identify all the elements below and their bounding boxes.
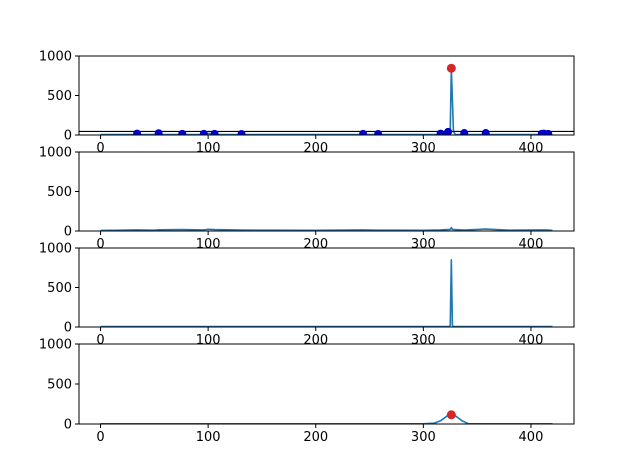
subplot-1: 0 500 1000 0 100 200 300 400 — [39, 50, 575, 156]
plot-area — [100, 259, 553, 327]
x-tick-label: 100 — [196, 430, 221, 445]
y-tick-label: 0 — [64, 418, 72, 433]
peak-marker — [133, 129, 142, 135]
y-tick-label: 0 — [64, 225, 72, 240]
x-tick-label: 100 — [196, 333, 221, 348]
peak-marker — [359, 129, 368, 135]
peak-marker — [199, 129, 208, 135]
y-tick-label: 500 — [47, 378, 72, 393]
x-tick-label: 400 — [519, 237, 544, 252]
series-line — [100, 259, 553, 327]
peak-marker — [544, 129, 553, 135]
axes-frame — [78, 55, 575, 136]
y-tick-label: 1000 — [39, 146, 72, 161]
max-marker — [446, 410, 456, 420]
axes-frame — [78, 247, 575, 328]
peak-marker — [154, 129, 163, 135]
peak-marker — [237, 130, 246, 135]
peak-marker — [374, 130, 383, 135]
axes-frame — [78, 343, 575, 425]
max-marker — [446, 63, 456, 73]
x-tick-label: 0 — [96, 141, 104, 156]
x-tick-label: 200 — [303, 333, 328, 348]
x-tick-label: 0 — [96, 237, 104, 252]
y-tick-label: 500 — [47, 185, 72, 200]
series-line — [100, 67, 553, 135]
x-tick-label: 0 — [96, 430, 104, 445]
x-tick-label: 300 — [411, 333, 436, 348]
subplot-2: 0 500 1000 0 100 200 300 400 — [39, 146, 575, 252]
x-tick-label: 100 — [196, 141, 221, 156]
y-tick-label: 1000 — [39, 338, 72, 353]
x-tick-label: 100 — [196, 237, 221, 252]
series-line — [100, 414, 553, 424]
y-tick-label: 500 — [47, 281, 72, 296]
subplot-3: 0 500 1000 0 100 200 300 400 — [39, 242, 575, 348]
peak-marker — [178, 129, 187, 135]
y-tick-label: 0 — [64, 129, 72, 144]
plot-area — [79, 63, 574, 135]
x-tick-label: 300 — [411, 141, 436, 156]
x-tick-label: 200 — [303, 141, 328, 156]
plot-area — [100, 410, 553, 424]
y-tick-label: 1000 — [39, 50, 72, 65]
x-tick-label: 0 — [96, 333, 104, 348]
peak-marker — [436, 129, 445, 135]
peak-marker — [460, 129, 469, 135]
x-tick-label: 400 — [519, 333, 544, 348]
peak-marker — [481, 129, 490, 135]
series-line — [100, 226, 553, 231]
x-tick-label: 200 — [303, 430, 328, 445]
x-tick-label: 400 — [519, 141, 544, 156]
subplot-4: 0 500 1000 0 100 200 300 400 — [39, 338, 575, 445]
x-tick-label: 300 — [411, 430, 436, 445]
x-tick-label: 400 — [519, 430, 544, 445]
peak-marker — [444, 127, 453, 135]
y-tick-label: 0 — [64, 321, 72, 336]
y-tick-label: 1000 — [39, 242, 72, 257]
x-tick-label: 200 — [303, 237, 328, 252]
y-tick-label: 500 — [47, 89, 72, 104]
plot-area — [100, 226, 553, 231]
x-tick-label: 300 — [411, 237, 436, 252]
peak-marker — [210, 129, 219, 135]
axes-frame — [78, 151, 575, 232]
